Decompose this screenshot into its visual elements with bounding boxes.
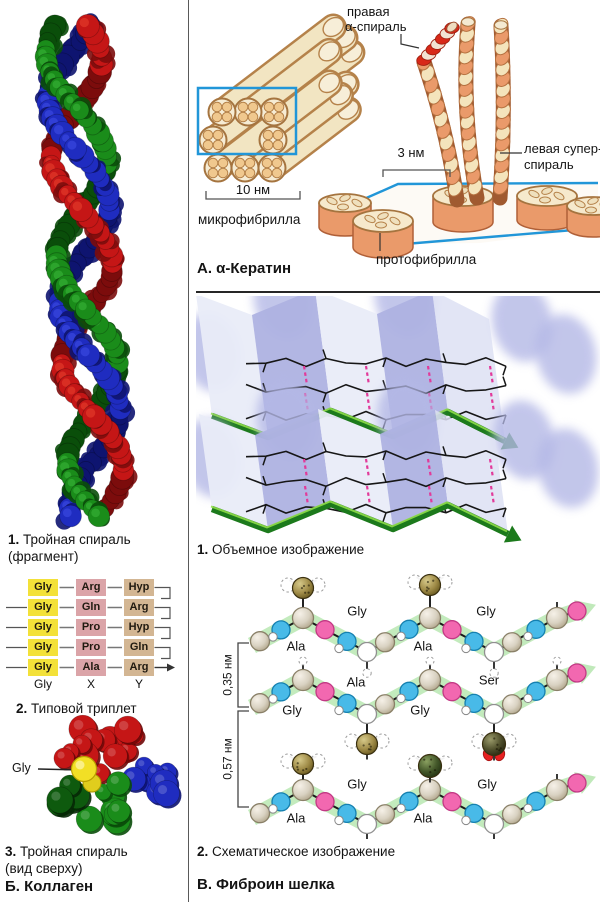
triplet-cell: Gly — [28, 599, 58, 616]
caption-typical-triplet: 2. Типовой триплет — [16, 701, 137, 716]
residue-label: Gly — [282, 702, 302, 718]
triplet-cell: Gly — [28, 619, 58, 636]
residue-label: Ser — [478, 672, 500, 688]
caption-schematic-view: 2. Схематическое изображение — [197, 844, 396, 859]
residue-label: Ala — [413, 810, 433, 826]
label-supercoil: левая супер- — [524, 141, 600, 156]
label-3nm: 3 нм — [397, 145, 425, 160]
keratin-figure — [196, 13, 600, 259]
label-right-alpha-helix: правая — [347, 4, 390, 19]
triplet-cell: Ala — [76, 659, 106, 676]
residue-label: Gly — [476, 603, 496, 619]
residue-label: Ala — [413, 638, 433, 654]
section-title-fibroin: В. Фиброин шелка — [197, 876, 335, 893]
triplet-cell: Gln — [76, 599, 106, 616]
label-057nm: 0,57 нм — [220, 738, 235, 780]
label-10nm: 10 нм — [235, 182, 271, 197]
triplet-cell: Gly — [28, 659, 58, 676]
triplet-cell: Arg — [124, 599, 154, 616]
collagen-triple-helix-figure — [34, 13, 138, 530]
gly-pointer-label: Gly — [12, 761, 31, 775]
section-title-collagen: Б. Коллаген — [5, 878, 94, 895]
collagen-top-view-figure — [37, 714, 182, 836]
label-protofibril: протофибрилла — [376, 252, 477, 267]
triplet-cell: Arg — [76, 579, 106, 596]
triplet-cell: Pro — [76, 619, 106, 636]
triplet-cell: Arg — [124, 659, 154, 676]
section-title-keratin: А. α-Кератин — [197, 260, 292, 277]
caption-top-view: 3. Тройная спираль — [5, 844, 128, 859]
keratin-panel-divider — [196, 291, 600, 293]
table-footer-x: X — [86, 677, 96, 691]
triplet-cell: Pro — [76, 639, 106, 656]
table-footer-gly: Gly — [34, 677, 52, 691]
column-divider — [188, 0, 190, 902]
triplet-cell: Hyp — [124, 579, 154, 596]
residue-label: Ala — [286, 638, 306, 654]
caption-triple-helix: 1. Тройная спираль — [8, 532, 131, 547]
beta-sheet-figure — [196, 296, 599, 543]
residue-label: Gly — [347, 776, 367, 792]
table-footer-y: Y — [134, 677, 144, 691]
residue-label: Ala — [286, 810, 306, 826]
triplet-cell: Hyp — [124, 619, 154, 636]
triplet-cell: Gly — [28, 639, 58, 656]
residue-label: Ala — [346, 674, 366, 690]
label-microfibril: микрофибрилла — [198, 212, 301, 227]
caption-triple-helix-line2: (фрагмент) — [8, 549, 79, 564]
silk-fibroin-figure — [237, 573, 596, 839]
residue-label: Gly — [410, 702, 430, 718]
triplet-cell: Gly — [28, 579, 58, 596]
triplet-table-connectors — [6, 586, 175, 672]
triplet-cell: Gln — [124, 639, 154, 656]
residue-label: Gly — [347, 603, 367, 619]
label-supercoil-line2: спираль — [524, 157, 574, 172]
residue-label: Gly — [477, 776, 497, 792]
caption-3d-view: 1. Объемное изображение — [197, 542, 365, 557]
caption-top-view-line2: (вид сверху) — [5, 861, 83, 876]
label-right-alpha-helix-line2: α-спираль — [345, 19, 407, 34]
label-035nm: 0,35 нм — [220, 654, 235, 696]
